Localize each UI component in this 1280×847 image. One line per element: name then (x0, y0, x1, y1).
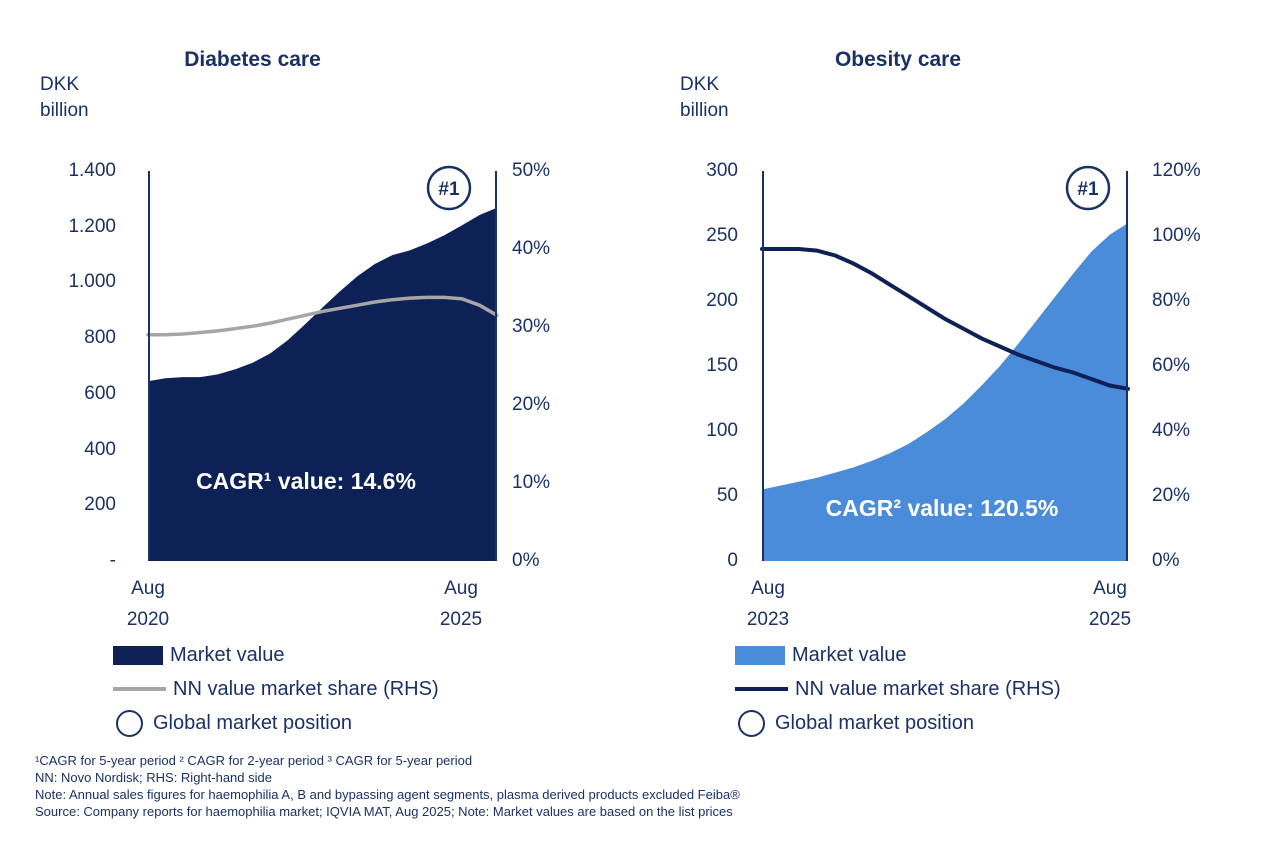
legend-item: Global market position (735, 706, 1061, 740)
plot-area: CAGR¹ value: 14.6% #1 (146, 165, 499, 562)
left-axis-unit-label: DKK billion (680, 72, 729, 124)
axis-tick-label: 100% (1152, 225, 1201, 246)
left-axis-tick-labels: 300 250 200 150 100 50 0 (660, 160, 738, 571)
axis-tick-label: - (109, 550, 116, 571)
axis-tick-label: 50% (512, 160, 551, 181)
x-label-line: Aug (131, 578, 165, 599)
footnote-line: Note: Annual sales figures for haemophil… (35, 787, 740, 802)
cagr-annotation: CAGR² value: 120.5% (826, 495, 1059, 521)
legend-label: Global market position (153, 711, 352, 734)
right-axis-tick-labels: 50% 40% 30% 20% 10% 0% (512, 160, 602, 571)
legend-label: Global market position (775, 711, 974, 734)
unit-line: DKK (680, 74, 720, 95)
chart-title: Obesity care (834, 48, 962, 71)
left-axis-tick-labels: 1.400 1.200 1.000 800 600 400 200 - (30, 160, 116, 571)
axis-tick-label: 100 (706, 420, 738, 441)
legend-area-swatch-icon (113, 645, 163, 665)
market-value-area (762, 223, 1128, 561)
axis-tick-label: 120% (1152, 160, 1201, 181)
legend: Market value NN value market share (RHS) G… (113, 638, 439, 740)
x-axis-label-start: Aug 2020 (93, 573, 203, 635)
chart-canvas: CAGR¹ value: 14.6% #1 (146, 165, 499, 562)
axis-tick-label: 150 (706, 355, 738, 376)
nn-market-share-line (146, 295, 499, 337)
axis-tick-label: 30% (512, 316, 551, 337)
market-value-area (148, 207, 497, 562)
plot-area: CAGR² value: 120.5% #1 (760, 165, 1130, 561)
x-label-line: Aug (751, 578, 785, 599)
legend: Market value NN value market share (RHS) G… (735, 638, 1061, 740)
global-market-position-label: #1 (1077, 179, 1099, 200)
footnotes: ¹CAGR for 5-year period ² CAGR for 2-yea… (35, 752, 740, 820)
right-axis-tick-labels: 120% 100% 80% 60% 40% 20% 0% (1152, 160, 1242, 571)
axis-tick-label: 80% (1152, 290, 1191, 311)
legend-item: NN value market share (RHS) (735, 672, 1061, 706)
nn-market-share-line (760, 247, 1130, 391)
x-axis-label-end: Aug 2025 (1055, 573, 1165, 635)
legend-label: Market value (792, 643, 907, 666)
global-position-circle-icon (738, 709, 765, 737)
legend-label: NN value market share (RHS) (795, 677, 1061, 700)
axis-tick-label: 200 (706, 290, 738, 311)
axis-tick-label: 60% (1152, 355, 1191, 376)
x-label-line: 2023 (746, 609, 790, 630)
axis-tick-label: 250 (706, 225, 738, 246)
legend-label: Market value (170, 643, 285, 666)
axis-tick-label: 1.000 (68, 271, 116, 293)
global-market-position-badge (426, 165, 472, 211)
legend-area-swatch-icon (735, 645, 785, 665)
footnote-line: NN: Novo Nordisk; RHS: Right-hand side (35, 770, 272, 785)
chart-title: Diabetes care (184, 48, 321, 71)
diabetes-care-chart: DKK billion Diabetes care 1.400 1.200 1.00… (30, 0, 610, 780)
global-market-position-badge (1065, 165, 1111, 211)
legend-item: Global market position (113, 706, 439, 740)
axis-tick-label: 800 (84, 327, 116, 349)
left-axis-unit-label: DKK billion (40, 72, 89, 124)
axis-tick-label: 200 (84, 494, 116, 516)
x-axis-label-end: Aug 2025 (406, 573, 516, 635)
legend-item: Market value (113, 638, 439, 672)
global-position-circle-icon (116, 709, 143, 737)
x-label-line: 2025 (1088, 609, 1132, 630)
legend-line-swatch-icon (735, 687, 788, 691)
axis-tick-label: 20% (512, 394, 551, 415)
legend-label: NN value market share (RHS) (173, 677, 439, 700)
x-label-line: Aug (444, 578, 478, 599)
unit-line: billion (680, 100, 729, 121)
axis-tick-label: 0% (512, 550, 540, 571)
axis-tick-label: 0% (1152, 550, 1180, 571)
axis-tick-label: 1.400 (68, 160, 116, 181)
axis-tick-label: 20% (1152, 485, 1191, 506)
obesity-care-chart: DKK billion Obesity care 300 250 200 150 100… (660, 0, 1260, 780)
cagr-annotation: CAGR¹ value: 14.6% (196, 468, 416, 494)
legend-line-swatch-icon (113, 687, 166, 691)
axis-tick-label: 400 (84, 438, 116, 460)
axis-tick-label: 0 (727, 550, 738, 571)
axis-tick-label: 1.200 (68, 215, 116, 237)
axis-tick-label: 300 (706, 160, 738, 181)
axis-tick-label: 40% (1152, 420, 1191, 441)
legend-item: Market value (735, 638, 1061, 672)
x-label-line: 2020 (126, 609, 170, 630)
footnote-line: Source: Company reports for haemophilia … (35, 804, 733, 819)
axis-tick-label: 10% (512, 472, 551, 493)
axis-tick-label: 50 (716, 485, 738, 506)
unit-line: DKK (40, 74, 80, 95)
x-label-line: 2025 (439, 609, 483, 630)
axis-tick-label: 40% (512, 238, 551, 259)
global-market-position-label: #1 (438, 179, 460, 200)
legend-item: NN value market share (RHS) (113, 672, 439, 706)
axis-tick-label: 600 (84, 382, 116, 404)
x-axis-label-start: Aug 2023 (713, 573, 823, 635)
chart-canvas: CAGR² value: 120.5% #1 (760, 165, 1130, 561)
x-label-line: Aug (1093, 578, 1127, 599)
footnote-line: ¹CAGR for 5-year period ² CAGR for 2-yea… (35, 753, 473, 768)
unit-line: billion (40, 100, 89, 121)
